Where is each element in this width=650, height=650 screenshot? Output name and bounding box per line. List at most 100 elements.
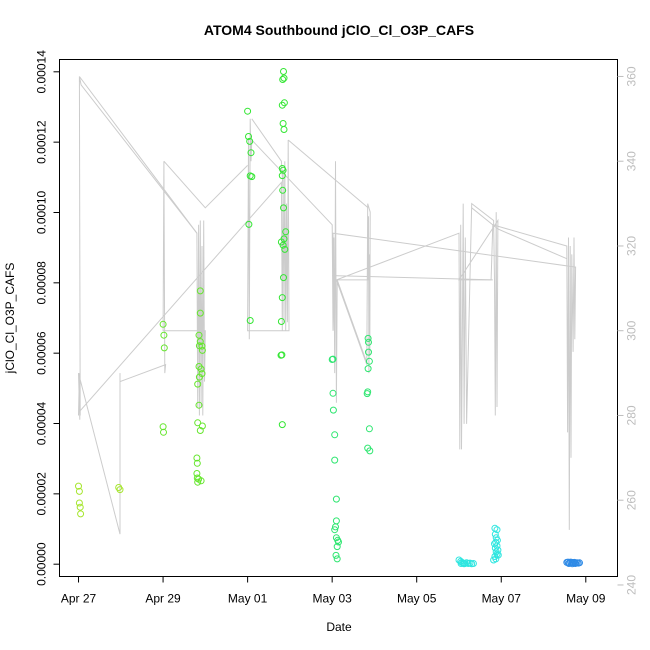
y2-tick-label: 340 <box>625 151 639 171</box>
data-point <box>196 287 204 295</box>
data-point <box>365 425 373 433</box>
data-point <box>160 428 167 436</box>
data-point <box>195 401 203 409</box>
data-point <box>333 543 341 551</box>
scatter-group-1 <box>159 287 206 486</box>
data-point <box>333 555 341 563</box>
data-point <box>116 486 124 494</box>
data-point <box>277 318 285 325</box>
data-point <box>460 560 468 568</box>
data-point <box>493 526 501 534</box>
y-tick-label: 0.00014 <box>35 50 49 94</box>
x-axis-label: Date <box>326 620 352 634</box>
data-point <box>331 526 339 534</box>
x-axis: Apr 27 Apr 29 May 01 May 03 May 05 May 07 May … <box>61 576 606 606</box>
data-point <box>198 342 206 350</box>
data-point <box>329 355 337 363</box>
scatter-series <box>75 68 583 568</box>
data-point <box>329 389 337 397</box>
data-point <box>279 186 287 194</box>
data-point <box>278 421 286 429</box>
scatter-group-2 <box>244 68 290 429</box>
y2-tick-label: 280 <box>625 405 639 425</box>
y-tick-label: 0.00002 <box>35 472 49 516</box>
data-point <box>571 560 579 567</box>
data-point <box>281 245 289 253</box>
y-axis-label: jClO_Cl_O3P_CAFS <box>3 263 17 375</box>
data-point <box>280 126 288 133</box>
x-tick-label: May 09 <box>566 592 606 606</box>
data-point <box>247 149 255 157</box>
data-point <box>365 338 372 346</box>
data-point <box>331 431 339 439</box>
chart-title: ATOM4 Southbound jClO_Cl_O3P_CAFS <box>204 22 474 38</box>
y2-tick-label: 260 <box>625 490 639 510</box>
y-tick-label: 0.00012 <box>35 120 49 164</box>
scatter-group-4 <box>455 524 502 568</box>
data-point <box>280 74 288 82</box>
data-point <box>280 68 287 75</box>
scatter-group-5 <box>563 558 583 568</box>
data-point <box>196 338 204 346</box>
x-tick-label: Apr 29 <box>145 592 181 606</box>
line-series <box>78 76 577 535</box>
data-point <box>195 331 203 339</box>
line-series-segment <box>332 275 493 281</box>
y-tick-label: 0.00008 <box>35 261 49 305</box>
data-point <box>245 220 253 228</box>
data-point <box>196 427 204 434</box>
y2-tick-label: 240 <box>625 575 639 595</box>
data-point <box>160 331 168 339</box>
data-point <box>491 530 499 538</box>
y-axis-right: 240 260 280 300 320 340 360 <box>617 66 639 595</box>
x-tick-label: May 01 <box>228 592 268 606</box>
data-point <box>366 447 374 455</box>
data-point <box>278 294 286 302</box>
data-point <box>244 107 252 115</box>
x-tick-label: Apr 27 <box>61 592 97 606</box>
data-point <box>196 309 204 317</box>
data-point <box>278 101 286 109</box>
y2-tick-label: 300 <box>625 320 639 340</box>
data-point <box>194 380 202 388</box>
data-point <box>494 546 502 554</box>
line-series-path <box>78 76 577 535</box>
line-series-segment <box>78 76 198 234</box>
data-point <box>331 456 339 464</box>
data-point <box>246 317 254 324</box>
y-tick-label: 0.00010 <box>35 190 49 234</box>
data-point <box>364 365 372 373</box>
data-point <box>364 334 372 342</box>
y-tick-label: 0.00000 <box>35 542 49 586</box>
y-tick-label: 0.00004 <box>35 402 49 446</box>
data-point <box>282 228 290 236</box>
y2-tick-label: 360 <box>625 66 639 86</box>
data-point <box>194 419 202 427</box>
line-series-segment <box>287 139 369 209</box>
data-point <box>198 422 206 430</box>
data-point <box>160 344 168 352</box>
data-point <box>332 551 340 559</box>
data-point <box>363 390 371 398</box>
data-point <box>75 499 83 507</box>
plot-frame <box>59 59 618 577</box>
data-point <box>198 346 206 354</box>
y-axis: 0.00000 0.00002 0.00004 0.00006 0.00008 0.000… <box>35 50 60 586</box>
data-point <box>159 320 167 328</box>
data-point <box>278 172 286 180</box>
data-point <box>332 517 340 525</box>
data-point <box>279 76 287 83</box>
data-point <box>193 459 201 467</box>
data-point <box>335 538 342 546</box>
data-point <box>75 482 82 490</box>
data-point <box>457 560 465 567</box>
data-point <box>245 133 252 140</box>
data-point <box>332 523 339 531</box>
data-point <box>77 510 85 518</box>
y-tick-label: 0.00006 <box>35 331 49 375</box>
line-series-segment <box>471 207 567 260</box>
x-tick-label: May 03 <box>312 592 352 606</box>
data-point <box>197 365 205 373</box>
data-point <box>280 274 287 282</box>
data-point <box>76 503 84 511</box>
